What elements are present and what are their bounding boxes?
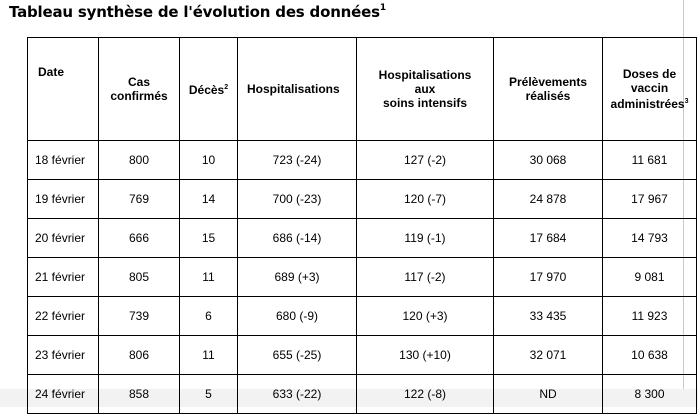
cell-prelevements: 17 970 <box>493 257 603 297</box>
header-cas-confirmes: Cas confirmés <box>98 37 180 141</box>
header-soins-intensifs: Hospitalisations aux soins intensifs <box>356 37 494 141</box>
page-title: Tableau synthèse de l'évolution des donn… <box>9 3 386 21</box>
cell-doses: 8 300 <box>602 374 697 414</box>
cell-deces: 11 <box>179 335 238 375</box>
cell-prelevements: 32 071 <box>493 335 603 375</box>
cell-cas: 666 <box>98 218 180 258</box>
cell-date: 24 février <box>27 374 99 414</box>
table-row: 21 février 805 11 689 (+3) 117 (-2) 17 9… <box>27 257 697 297</box>
cell-soins-intensifs: 127 (-2) <box>356 140 494 180</box>
cell-deces: 11 <box>179 257 238 297</box>
cell-doses: 10 638 <box>602 335 697 375</box>
cell-prelevements: 17 684 <box>493 218 603 258</box>
cell-hospitalisations: 723 (-24) <box>237 140 357 180</box>
cell-deces: 5 <box>179 374 238 414</box>
cell-deces: 15 <box>179 218 238 258</box>
cell-soins-intensifs: 120 (+3) <box>356 296 494 336</box>
cell-soins-intensifs: 117 (-2) <box>356 257 494 297</box>
cell-deces: 10 <box>179 140 238 180</box>
synthesis-table: Date Cas confirmés Décès2 Hospitalisation… <box>27 37 697 414</box>
cell-soins-intensifs: 122 (-8) <box>356 374 494 414</box>
cell-prelevements: 24 878 <box>493 179 603 219</box>
header-prelevements: Prélèvements réalisés <box>493 37 603 141</box>
cell-date: 20 février <box>27 218 99 258</box>
cell-deces: 14 <box>179 179 238 219</box>
cell-hospitalisations: 689 (+3) <box>237 257 357 297</box>
cell-soins-intensifs: 130 (+10) <box>356 335 494 375</box>
cell-date: 21 février <box>27 257 99 297</box>
table-header-row: Date Cas confirmés Décès2 Hospitalisation… <box>27 37 697 141</box>
cell-hospitalisations: 680 (-9) <box>237 296 357 336</box>
cell-prelevements: 30 068 <box>493 140 603 180</box>
cell-soins-intensifs: 119 (-1) <box>356 218 494 258</box>
header-hospitalisations: Hospitalisations <box>237 37 357 141</box>
cell-cas: 769 <box>98 179 180 219</box>
cell-hospitalisations: 700 (-23) <box>237 179 357 219</box>
table-row: 22 février 739 6 680 (-9) 120 (+3) 33 43… <box>27 296 697 336</box>
cell-cas: 858 <box>98 374 180 414</box>
table-row: 20 février 666 15 686 (-14) 119 (-1) 17 … <box>27 218 697 258</box>
table-row: 24 février 858 5 633 (-22) 122 (-8) ND 8… <box>27 374 697 414</box>
title-footnote-marker: 1 <box>379 3 386 13</box>
cell-cas: 806 <box>98 335 180 375</box>
header-date: Date <box>27 37 99 141</box>
cell-cas: 739 <box>98 296 180 336</box>
table-row: 18 février 800 10 723 (-24) 127 (-2) 30 … <box>27 140 697 180</box>
cell-doses: 11 923 <box>602 296 697 336</box>
header-doses-vaccin: Doses de vaccin administrées3 <box>602 37 697 141</box>
cell-doses: 17 967 <box>602 179 697 219</box>
cell-doses: 9 081 <box>602 257 697 297</box>
header-deces: Décès2 <box>179 37 238 141</box>
cell-hospitalisations: 686 (-14) <box>237 218 357 258</box>
cell-doses: 11 681 <box>602 140 697 180</box>
cell-cas: 805 <box>98 257 180 297</box>
cell-date: 23 février <box>27 335 99 375</box>
cell-date: 18 février <box>27 140 99 180</box>
cell-hospitalisations: 655 (-25) <box>237 335 357 375</box>
cell-cas: 800 <box>98 140 180 180</box>
cell-hospitalisations: 633 (-22) <box>237 374 357 414</box>
cell-deces: 6 <box>179 296 238 336</box>
cell-date: 22 février <box>27 296 99 336</box>
cell-prelevements: 33 435 <box>493 296 603 336</box>
cell-doses: 14 793 <box>602 218 697 258</box>
cell-prelevements: ND <box>493 374 603 414</box>
table-row: 19 février 769 14 700 (-23) 120 (-7) 24 … <box>27 179 697 219</box>
cell-soins-intensifs: 120 (-7) <box>356 179 494 219</box>
cell-date: 19 février <box>27 179 99 219</box>
table-row: 23 février 806 11 655 (-25) 130 (+10) 32… <box>27 335 697 375</box>
